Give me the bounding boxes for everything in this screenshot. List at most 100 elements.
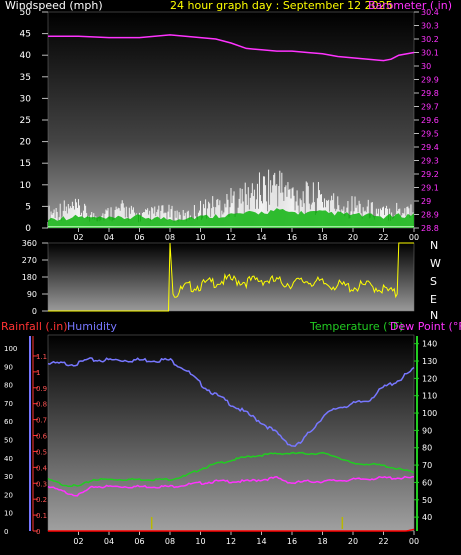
barometer-line [48,34,415,62]
y-tick-label: 50 [20,8,32,18]
rain-tick-label: 1 [36,369,40,377]
rainfall-line [48,528,415,532]
y-right-tick-label: 29 [421,197,431,206]
temperature-line [47,451,415,488]
y-right-tick-label: 30.3 [421,22,439,31]
x-tick-label: 22 [378,233,388,242]
y-right-tick-label: 30.1 [421,49,439,58]
temp-tick-label: 120 [422,374,437,383]
x-ticks-1: 02 04 06 08 10 12 14 16 18 20 22 00 [73,228,419,242]
left-axis-label-1: Windspeed (mph) [5,0,103,12]
dir-tick-label: 270 [22,256,37,265]
y-tick-label: 15 [20,159,31,169]
y-right-tick-label: 29.4 [421,143,439,152]
y-right-tick-label: 29.1 [421,184,439,193]
humidity-tick-label: 80 [4,382,13,390]
x-tick-label: 06 [134,233,144,242]
humidity-axis-label: Humidity [67,320,117,333]
humidity-tick-label: 60 [4,418,13,426]
y-right-tick-label: 28.8 [421,224,439,233]
series-2 [48,242,414,312]
x-tick-label: 00 [409,233,419,242]
x-tick-label: 12 [226,537,236,546]
humidity-tick-label: 10 [4,510,13,518]
temp-tick-label: 80 [422,444,432,453]
rain-tick-label: 0.3 [36,480,47,488]
x-ticks-3: 02 04 06 08 10 12 14 16 18 20 22 00 [73,531,419,546]
humidity-tick-label: 50 [4,437,13,445]
x-tick-label: 18 [317,537,327,546]
y-right-tick-label: 29.7 [421,103,439,112]
dewpoint-axis-label: Dew Point (°F) [390,320,461,333]
right-axis-label-1: Barometer (.in) [368,0,452,12]
y-tick-label: 30 [20,94,32,104]
left-ticks-2: 0 90 180 270 360 [22,239,48,316]
x-tick-label: 16 [287,233,297,242]
right-ticks-1: 28.8 28.9 29 29.1 29.2 29.3 29.4 29.5 29.6 29.7 29… [414,8,439,233]
x-tick-label: 00 [409,537,419,546]
rain-tick-label: 0.8 [36,401,47,409]
panel-wind-barometer: Windspeed (mph) 24 hour graph day : Sept… [5,0,452,242]
temp-tick-label: 70 [422,461,432,470]
y-right-tick-label: 30.2 [421,35,439,44]
humidity-tick-label: 30 [4,473,13,481]
temperature-axis-label: Temperature (°F) [309,320,404,333]
humidity-tick-label: 20 [4,491,13,499]
temp-tick-label: 50 [422,496,432,505]
left-ticks-1: 0 5 10 15 20 25 30 35 40 45 50 [20,8,48,234]
compass-label: N [430,239,438,252]
y-right-tick-label: 29.5 [421,130,439,139]
x-tick-label: 10 [195,537,205,546]
temp-tick-label: 130 [422,357,437,366]
compass-label: E [430,293,437,306]
dir-tick-label: 0 [32,307,37,316]
y-right-tick-label: 30 [421,62,431,71]
x-tick-label: 02 [73,537,83,546]
temp-tick-label: 110 [422,392,437,401]
x-tick-label: 06 [134,537,144,546]
rain-tick-label: 1.1 [36,353,47,361]
compass-label: W [430,257,441,270]
y-right-tick-label: 29.8 [421,89,439,98]
rain-tick-label: 0.5 [36,448,47,456]
humidity-tick-label: 100 [4,345,17,353]
y-tick-label: 20 [20,138,32,148]
rain-tick-label: 0.6 [36,433,48,441]
temp-tick-label: 90 [422,426,432,435]
y-right-tick-label: 29.3 [421,157,439,166]
humidity-tick-label: 40 [4,455,13,463]
x-tick-label: 18 [317,233,327,242]
humidity-line [47,357,415,447]
dir-tick-label: 180 [22,273,37,282]
x-tick-label: 12 [226,233,236,242]
x-tick-label: 20 [348,537,358,546]
chart-title: 24 hour graph day : September 12 2025 [170,0,393,12]
y-tick-label: 45 [20,30,31,40]
compass-label: N [430,309,438,322]
x-tick-label: 08 [165,537,175,546]
rain-tick-label: 0 [36,528,40,536]
rain-tick-label: 0.1 [36,512,47,520]
temp-tick-label: 60 [422,478,432,487]
y-right-tick-label: 29.2 [421,170,439,179]
x-tick-label: 14 [256,233,266,242]
x-tick-label: 08 [165,233,175,242]
y-tick-label: 5 [25,202,31,212]
rain-tick-label: 0.9 [36,385,47,393]
y-tick-label: 25 [20,116,31,126]
rain-axis-label: Rainfall (.in) [1,320,68,333]
temp-tick-label: 140 [422,340,437,349]
y-tick-label: 40 [20,51,32,61]
x-tick-label: 02 [73,233,83,242]
dir-tick-label: 90 [27,290,37,299]
y-right-tick-label: 29.9 [421,76,439,85]
dewpoint-line [47,475,414,497]
plot-area-3 [47,334,415,532]
wind-average-area [48,208,414,228]
y-tick-label: 0 [25,224,31,234]
y-tick-label: 35 [20,73,31,83]
y-right-tick-label: 29.6 [421,116,439,125]
